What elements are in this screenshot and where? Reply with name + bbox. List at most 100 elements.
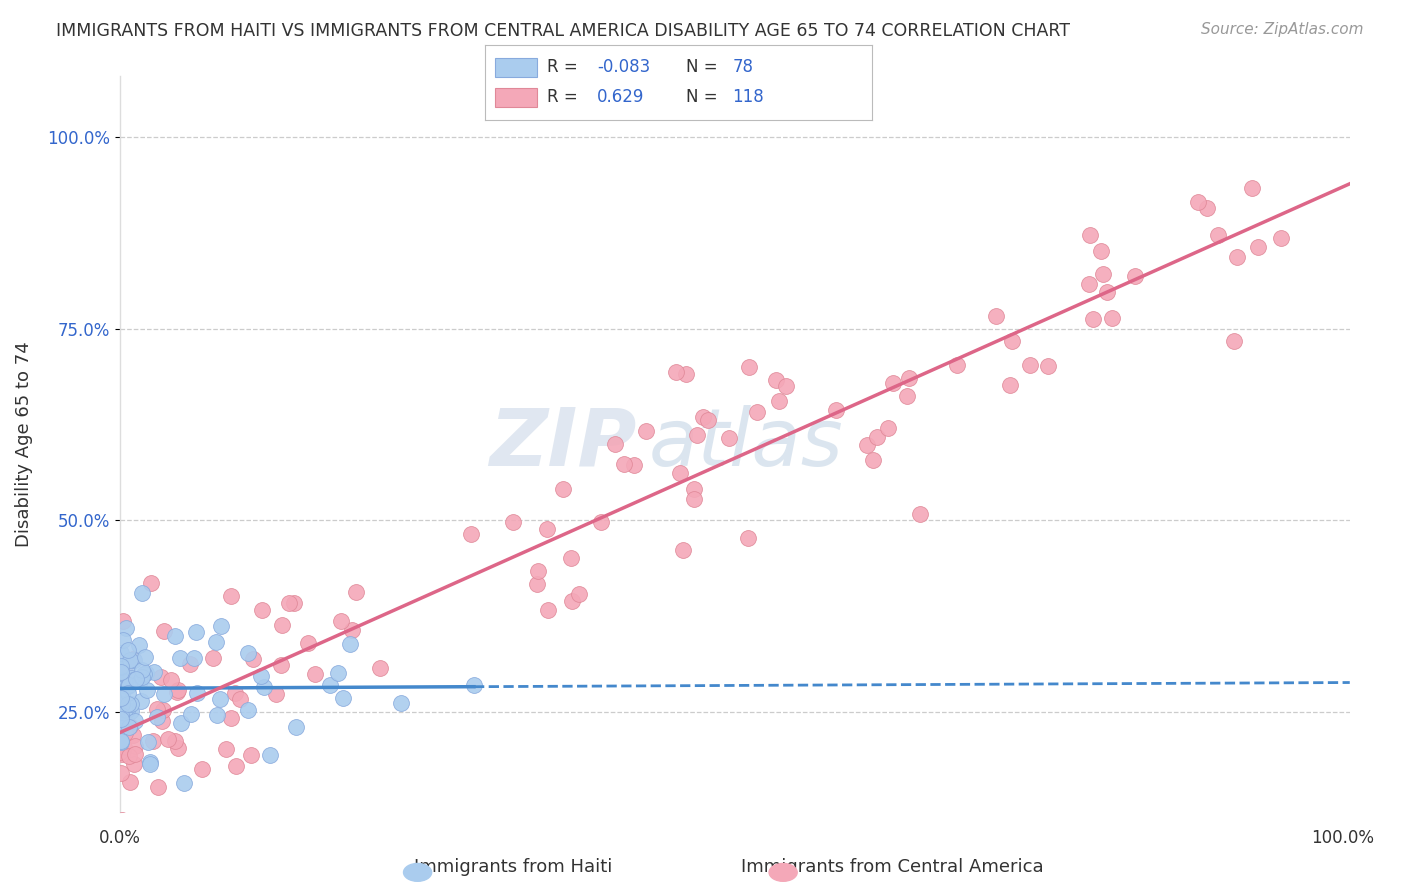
FancyBboxPatch shape bbox=[495, 88, 537, 107]
Point bbox=[114, 703, 136, 717]
Point bbox=[224, 686, 246, 700]
Point bbox=[110, 677, 132, 691]
Point bbox=[242, 652, 264, 666]
Point bbox=[1187, 194, 1209, 209]
Point bbox=[115, 620, 138, 634]
Point bbox=[122, 756, 145, 771]
Point bbox=[297, 636, 319, 650]
Point bbox=[463, 678, 485, 692]
Point bbox=[682, 491, 704, 506]
Point bbox=[613, 457, 636, 471]
Point bbox=[131, 663, 153, 677]
Point bbox=[1095, 285, 1118, 299]
Point bbox=[856, 437, 879, 451]
Point bbox=[225, 759, 247, 773]
Point bbox=[946, 358, 969, 372]
Point bbox=[110, 721, 132, 735]
Point bbox=[219, 711, 242, 725]
Point bbox=[169, 715, 191, 730]
Point bbox=[672, 543, 695, 558]
Point bbox=[128, 674, 150, 689]
Point bbox=[143, 665, 166, 679]
Point bbox=[259, 747, 281, 762]
Point bbox=[163, 629, 186, 643]
Point bbox=[163, 733, 186, 747]
Point bbox=[228, 691, 250, 706]
Point bbox=[122, 673, 145, 687]
Point bbox=[623, 458, 645, 472]
Point bbox=[122, 673, 145, 687]
Point bbox=[340, 624, 363, 638]
Text: N =: N = bbox=[686, 88, 717, 106]
Point bbox=[209, 619, 232, 633]
Point bbox=[183, 651, 205, 665]
Point bbox=[738, 360, 761, 375]
Point bbox=[205, 707, 228, 722]
Point bbox=[1123, 269, 1146, 284]
Text: 78: 78 bbox=[733, 58, 754, 76]
Point bbox=[1240, 180, 1263, 194]
Point bbox=[768, 393, 790, 408]
Point bbox=[984, 309, 1007, 323]
Point bbox=[527, 564, 550, 578]
Point bbox=[191, 762, 214, 776]
Point bbox=[1195, 201, 1218, 215]
Point bbox=[537, 602, 560, 616]
Point bbox=[117, 678, 139, 692]
Point bbox=[128, 638, 150, 652]
Point bbox=[110, 681, 132, 696]
Point bbox=[180, 706, 202, 721]
Point bbox=[862, 453, 884, 467]
Point bbox=[110, 659, 132, 673]
Point bbox=[129, 694, 152, 708]
Text: atlas: atlas bbox=[648, 405, 844, 483]
Point bbox=[110, 766, 132, 780]
Point bbox=[122, 652, 145, 666]
Point bbox=[319, 678, 342, 692]
Point bbox=[110, 659, 132, 673]
Point bbox=[1092, 268, 1115, 282]
Point bbox=[560, 550, 582, 565]
Text: 118: 118 bbox=[733, 88, 765, 106]
Point bbox=[114, 726, 136, 740]
Point bbox=[1226, 251, 1249, 265]
Point bbox=[665, 365, 688, 379]
Point bbox=[866, 430, 889, 444]
Text: Immigrants from Central America: Immigrants from Central America bbox=[741, 858, 1045, 876]
Point bbox=[179, 657, 201, 671]
Point bbox=[120, 704, 142, 718]
Point bbox=[111, 673, 134, 688]
Point bbox=[131, 586, 153, 600]
Point bbox=[825, 402, 848, 417]
Point bbox=[636, 424, 658, 438]
Point bbox=[1090, 244, 1112, 258]
Text: Source: ZipAtlas.com: Source: ZipAtlas.com bbox=[1201, 22, 1364, 37]
Point bbox=[236, 703, 259, 717]
Point bbox=[131, 670, 153, 684]
Point bbox=[339, 638, 361, 652]
Point bbox=[201, 651, 224, 665]
Point bbox=[1101, 310, 1123, 325]
Point bbox=[668, 466, 690, 480]
Point bbox=[882, 376, 904, 391]
Point bbox=[205, 635, 228, 649]
Point bbox=[686, 428, 709, 442]
Point bbox=[568, 587, 591, 601]
Point bbox=[153, 624, 176, 638]
Point bbox=[110, 713, 132, 727]
Point bbox=[692, 410, 714, 425]
Point bbox=[118, 749, 141, 764]
Text: -0.083: -0.083 bbox=[598, 58, 651, 76]
Point bbox=[167, 740, 190, 755]
Text: 0.629: 0.629 bbox=[598, 88, 644, 106]
Point bbox=[145, 701, 167, 715]
Point bbox=[111, 688, 134, 702]
Point bbox=[1247, 239, 1270, 253]
Point bbox=[502, 515, 524, 529]
Point bbox=[998, 378, 1021, 392]
Point bbox=[898, 371, 921, 385]
Point bbox=[605, 437, 627, 451]
Point bbox=[240, 748, 263, 763]
Point bbox=[896, 389, 918, 403]
Point bbox=[110, 734, 132, 748]
